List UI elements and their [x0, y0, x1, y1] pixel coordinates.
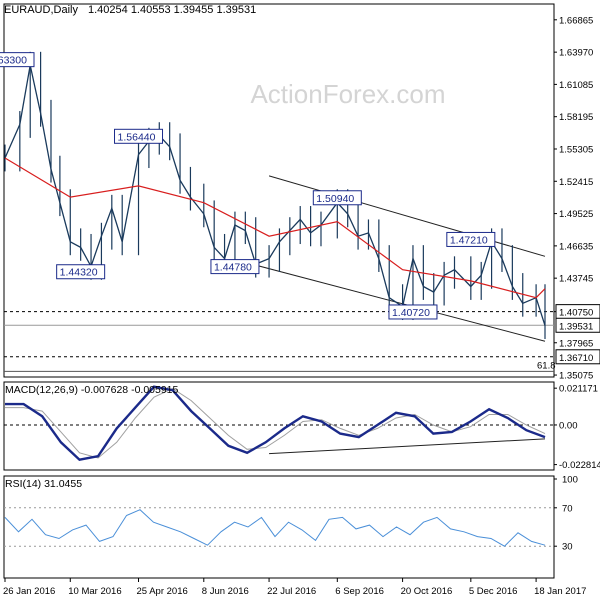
x-tick-label: 26 Jan 2016 [3, 586, 55, 597]
rsi-line [4, 509, 546, 547]
price-label: 1.56440 [118, 131, 156, 143]
x-tick-label: 18 Jan 2017 [534, 586, 586, 597]
macd-panel [4, 385, 554, 461]
x-tick-label: 8 Jun 2016 [202, 586, 249, 597]
price-ytick-label: 1.55305 [559, 144, 593, 155]
panel-frame-macd [3, 381, 555, 471]
panel-frame-price [3, 3, 555, 378]
price-ytick-label: 1.52415 [559, 177, 593, 188]
price-label: 1.47210 [450, 234, 488, 246]
macd-ytick-label: 0.00 [559, 420, 578, 431]
price-level-box [555, 317, 600, 333]
fib-label: 61.8 [537, 360, 556, 371]
price-label: 1.44780 [214, 262, 252, 274]
price-label-box [388, 304, 438, 320]
macd-ytick-label: -0.022814 [559, 460, 600, 471]
price-label-box [312, 190, 362, 206]
price-ytick-label: 1.43745 [559, 274, 593, 285]
price-ytick-label: 1.61085 [559, 80, 593, 91]
macd-signal-line [5, 387, 546, 459]
price-label: 1.44320 [60, 267, 98, 279]
price-label: 1.50940 [316, 193, 354, 205]
moving-average-line [4, 157, 546, 299]
rsi-ytick-label: 100 [562, 475, 578, 486]
price-label: 1.63300 [0, 55, 27, 67]
header-ohlc: 1.40254 1.40553 1.39455 1.39531 [88, 4, 256, 16]
channel-lower-line [234, 259, 546, 342]
x-tick-label: 5 Dec 2016 [469, 586, 518, 597]
macd-trendline [269, 438, 546, 455]
channel-upper-line [268, 175, 546, 257]
x-tick-label: 20 Oct 2016 [401, 586, 453, 597]
price-ytick-label: 1.58195 [559, 112, 593, 123]
rsi-title: RSI(14) 31.0455 [5, 478, 82, 490]
price-ytick-label: 1.49525 [559, 209, 593, 220]
price-level-box [555, 349, 600, 365]
x-tick-label: 6 Sep 2016 [335, 586, 384, 597]
price-ytick-label: 1.37965 [559, 338, 593, 349]
price-ytick-label: 1.35075 [559, 371, 593, 382]
rsi-ytick-label: 70 [562, 503, 573, 514]
x-tick-label: 22 Jul 2016 [267, 586, 316, 597]
x-tick-label: 25 Apr 2016 [137, 586, 188, 597]
rsi-panel [4, 507, 554, 547]
price-level-label: 1.36710 [559, 353, 593, 364]
price-ytick-label: 1.66865 [559, 15, 593, 26]
price-level-label: 1.40750 [559, 308, 593, 319]
price-label-box [114, 128, 164, 144]
header-symbol: EURAUD,Daily [4, 4, 78, 16]
panel-frames [3, 3, 555, 579]
price-ytick-label: 1.46635 [559, 241, 593, 252]
macd-line [5, 385, 546, 461]
price-ytick-label: 1.63970 [559, 48, 593, 59]
price-panel: 1.63300 1.44320 1.56440 1.44780 1.50940 1.407… [0, 51, 556, 371]
price-label-box [446, 231, 496, 247]
price-level-label: 1.39531 [559, 321, 593, 332]
x-tick-label: 10 Mar 2016 [68, 586, 121, 597]
price-label: 1.40720 [392, 307, 430, 319]
price-label-box [56, 264, 106, 280]
grid-lines [4, 311, 554, 372]
price-close-line [4, 65, 546, 326]
macd-ytick-label: 0.021171 [559, 384, 598, 395]
price-label-box [0, 52, 35, 68]
panel-frame-rsi [3, 475, 555, 579]
price-label-box [210, 259, 260, 275]
watermark: ActionForex.com [250, 79, 445, 109]
rsi-ytick-label: 30 [562, 542, 573, 553]
macd-title: MACD(12,26,9) -0.007628 -0.005915 [5, 384, 179, 396]
axis-labels: 1.66865 1.63970 1.61085 1.58195 1.55305 1.524… [3, 15, 600, 597]
